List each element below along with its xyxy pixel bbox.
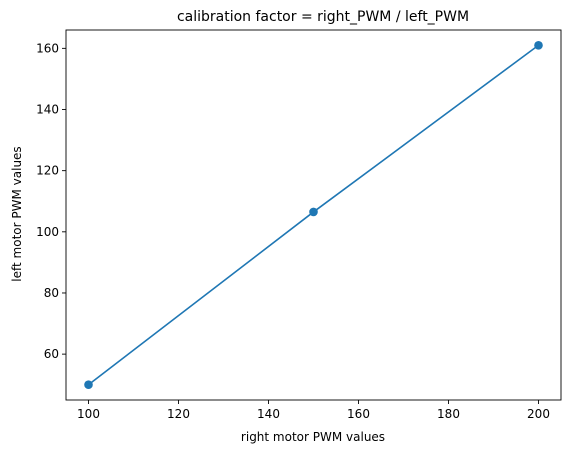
- y-tick-label: 100: [36, 225, 59, 239]
- x-tick-label: 180: [437, 407, 460, 421]
- x-tick-label: 100: [77, 407, 100, 421]
- y-axis-label: left motor PWM values: [10, 146, 24, 281]
- plot-area: 100 120 140 160 180 200 60 80 100 120 140 160: [36, 29, 562, 421]
- data-point: [84, 380, 93, 390]
- y-tick-label: 140: [36, 103, 59, 117]
- x-tick-label: 120: [167, 407, 190, 421]
- y-tick-label: 120: [36, 164, 59, 178]
- data-point: [309, 207, 318, 217]
- x-tick-label: 140: [257, 407, 280, 421]
- y-tick-label: 60: [44, 347, 59, 361]
- y-tick-label: 160: [36, 41, 59, 55]
- x-tick-label: 160: [347, 407, 370, 421]
- chart-title: calibration factor = right_PWM / left_PW…: [177, 9, 469, 25]
- data-point: [534, 40, 543, 50]
- plot-frame: [65, 29, 562, 401]
- x-tick-label: 200: [527, 407, 550, 421]
- y-tick-label: 80: [44, 286, 59, 300]
- x-axis-label: right motor PWM values: [241, 430, 385, 444]
